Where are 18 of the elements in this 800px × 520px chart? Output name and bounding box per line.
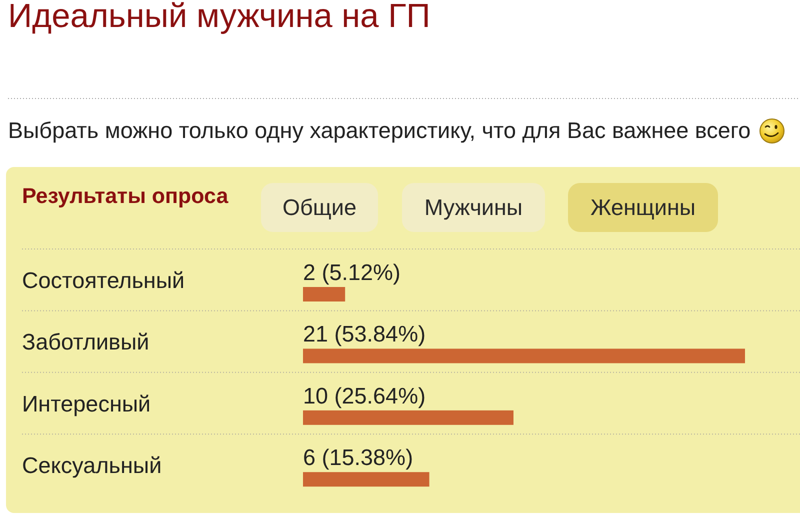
bar	[303, 410, 514, 425]
tab-button[interactable]: Мужчины	[402, 183, 545, 232]
data-label: 10 (25.64%)	[303, 383, 426, 408]
bar	[303, 287, 346, 302]
tab-button[interactable]: Общие	[261, 183, 378, 232]
data-label: 6 (15.38%)	[303, 445, 414, 470]
bar	[303, 472, 430, 487]
y-tick-label: Состоятельный	[22, 268, 185, 293]
y-tick-label: Сексуальный	[22, 453, 162, 478]
data-label: 21 (53.84%)	[303, 322, 426, 347]
text: Результаты опроса	[22, 184, 230, 208]
bar	[303, 348, 745, 364]
chart-subtitle: Выбрать можно только одну характеристику, что для Вас важнее всего	[8, 118, 751, 143]
y-tick-label: Заботливый	[22, 330, 150, 355]
data-label: 2 (5.12%)	[303, 260, 401, 285]
y-tick-label: Интересный	[22, 391, 151, 416]
tab-button[interactable]: Женщины	[568, 183, 718, 232]
chart-title: Идеальный мужчина на ГП	[8, 0, 430, 35]
